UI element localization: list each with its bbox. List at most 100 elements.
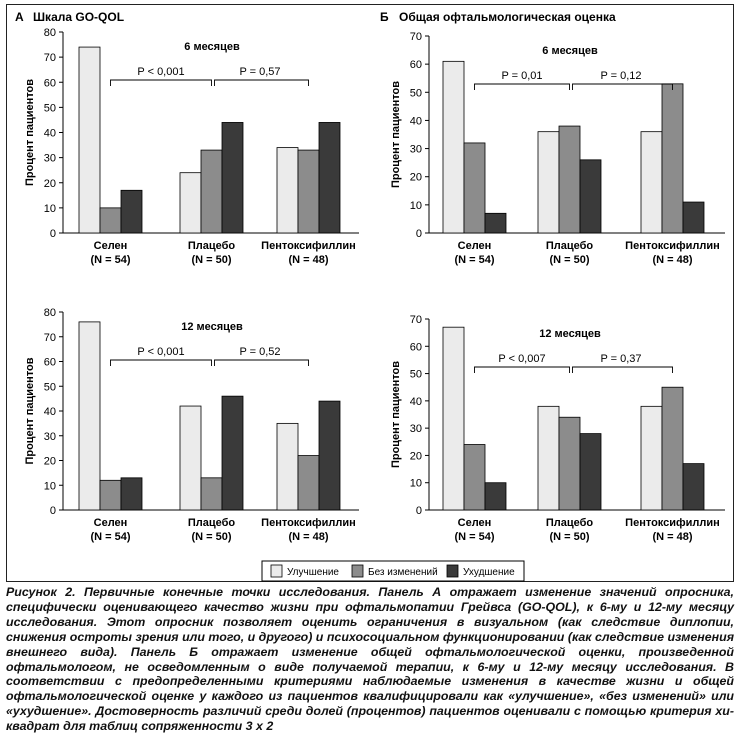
legend-swatch-3 [446,564,459,578]
bar-3-1 [484,212,507,234]
y-tick-label: 10 [44,480,56,492]
category-label: Пентоксифиллин [261,240,356,252]
y-tick-label: 40 [410,396,422,408]
category-n-label: (N = 48) [652,254,692,266]
y-tick-label: 50 [44,102,56,114]
category-n-label: (N = 48) [652,531,692,543]
chart-title: 6 месяцев [184,41,240,53]
category-n-label: (N = 50) [191,254,231,266]
legend-box [261,560,525,582]
y-tick-label: 10 [410,478,422,490]
category-n-label: (N = 50) [191,531,231,543]
bar-2-1 [463,444,486,511]
p-value-2: P = 0,37 [600,353,641,365]
y-tick-label: 20 [410,172,422,184]
bracket-1 [474,366,570,373]
bar-2-3 [661,83,684,234]
y-tick-label: 40 [44,406,56,418]
bar-2-2 [558,416,581,511]
y-tick-label: 40 [410,115,422,127]
bracket-1 [110,359,212,366]
bar-1-2 [179,405,202,511]
bar-1-3 [640,131,663,234]
chart-4: 0 10 20 30 40 50 60 70 Процент пациентов 12 месяц… [390,314,725,543]
bar-1-1 [442,326,465,511]
category-label: Пентоксифиллин [261,517,356,529]
bar-3-1 [120,189,143,234]
y-tick-label: 30 [410,423,422,435]
bar-1-1 [442,60,465,234]
p-value-2: P = 0,57 [239,66,280,78]
y-tick-label: 30 [44,431,56,443]
category-n-label: (N = 48) [288,531,328,543]
y-tick-label: 20 [410,450,422,462]
y-tick-label: 60 [410,59,422,71]
p-value-2: P = 0,52 [239,346,280,358]
bar-3-1 [484,482,507,511]
bar-2-1 [99,207,122,234]
legend-label-1: Улучшение [287,567,339,578]
category-label: Селен [458,240,492,252]
y-tick-label: 50 [410,87,422,99]
bracket-2 [572,83,673,90]
bar-3-2 [221,395,244,511]
y-axis-label: Процент пациентов [24,357,36,464]
category-label: Селен [458,517,492,529]
bar-2-3 [297,149,320,234]
y-tick-label: 70 [410,314,422,326]
bar-1-1 [78,321,101,511]
bar-2-3 [661,386,684,511]
legend-swatch-1 [270,564,283,578]
bar-2-2 [200,149,223,234]
p-value-2: P = 0,12 [600,70,641,82]
panel-a-letter: А [15,10,24,24]
bracket-1 [110,79,212,86]
category-label: Плацебо [546,517,594,529]
category-n-label: (N = 54) [90,531,130,543]
legend-label-3: Ухудшение [463,567,515,578]
chart-title: 12 месяцев [539,328,601,340]
bar-3-2 [579,433,602,511]
y-tick-label: 70 [44,52,56,64]
bar-3-3 [682,201,705,234]
y-tick-label: 80 [44,307,56,319]
y-tick-label: 30 [410,144,422,156]
y-tick-label: 50 [44,381,56,393]
panel-b-letter: Б [380,10,389,24]
chart-title: 12 месяцев [181,321,243,333]
y-tick-label: 70 [410,31,422,43]
bar-2-1 [463,142,486,234]
category-label: Пентоксифиллин [625,517,720,529]
y-tick-label: 80 [44,27,56,39]
bar-3-3 [318,122,341,234]
y-tick-label: 60 [44,357,56,369]
bar-3-2 [221,122,244,234]
category-label: Селен [94,240,128,252]
bar-2-3 [297,455,320,511]
p-value-1: P < 0,001 [137,66,184,78]
category-label: Плацебо [546,240,594,252]
y-tick-label: 0 [416,228,422,240]
category-label: Плацебо [188,240,236,252]
y-tick-label: 0 [50,228,56,240]
bar-3-2 [579,159,602,234]
y-tick-label: 20 [44,178,56,190]
bracket-2 [214,79,309,86]
category-n-label: (N = 48) [288,254,328,266]
category-n-label: (N = 50) [549,254,589,266]
legend: Улучшение Без изменений Ухудшение [261,560,525,582]
figure-svg: А Шкала GO-QOL Б Общая офтальмологическа… [15,10,725,582]
bar-3-3 [682,463,705,511]
category-n-label: (N = 54) [454,531,494,543]
panel-b-title: Общая офтальмологическая оценка [399,10,616,24]
p-value-1: P = 0,01 [501,70,542,82]
p-value-1: P < 0,007 [498,353,545,365]
bar-2-2 [558,125,581,234]
category-label: Плацебо [188,517,236,529]
bracket-2 [214,359,309,366]
y-tick-label: 60 [44,77,56,89]
y-tick-label: 60 [410,341,422,353]
y-tick-label: 70 [44,332,56,344]
figure-caption: Рисунок 2. Первичные конечные точки иссл… [6,585,734,734]
bar-1-1 [78,46,101,234]
